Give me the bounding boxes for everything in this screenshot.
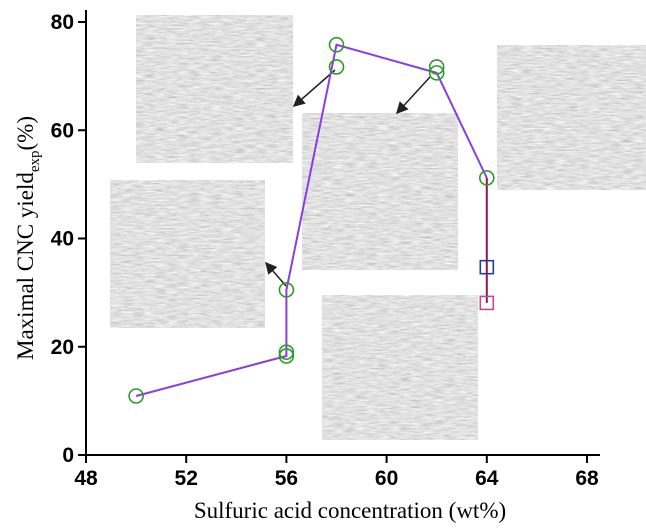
data-point	[278, 344, 295, 360]
y-axis-title: Maximal CNC yieldexp(%)	[13, 116, 43, 360]
data-line	[135, 43, 488, 397]
y-tick-label: 80	[51, 11, 74, 34]
micrograph	[497, 45, 646, 190]
x-tick-label: 60	[375, 467, 398, 490]
micrograph	[322, 295, 478, 440]
x-tick-label: 68	[575, 467, 599, 490]
micrograph	[136, 15, 293, 163]
data-point	[479, 295, 495, 311]
micrograph	[302, 113, 458, 270]
arrow	[395, 76, 431, 115]
data-point	[478, 170, 495, 186]
arrow	[292, 69, 336, 107]
micrograph	[110, 180, 265, 328]
arrows	[265, 69, 431, 287]
x-tick-label: 48	[74, 467, 98, 490]
micrographs	[110, 15, 646, 440]
data-point	[428, 65, 445, 81]
data-point	[278, 348, 295, 364]
data-point	[428, 59, 445, 75]
y-title-sub: exp	[27, 150, 43, 172]
y-tick-label: 0	[62, 444, 74, 467]
y-tick-label: 20	[51, 336, 74, 359]
x-axis-title: Sulfuric acid concentration (wt%)	[194, 498, 506, 523]
data-point	[328, 59, 345, 75]
arrow	[265, 261, 287, 287]
y-tick-label: 60	[51, 119, 74, 142]
data-point	[328, 36, 345, 53]
y-title-main: Maximal CNC yield	[13, 172, 38, 360]
y-tick-label: 40	[51, 228, 74, 251]
y-title-suffix: (%)	[13, 116, 38, 150]
data-point	[278, 282, 295, 298]
x-tick-label: 56	[275, 467, 298, 490]
x-tick-label: 52	[175, 467, 198, 490]
x-tick-label: 64	[475, 467, 499, 490]
data-point	[128, 388, 144, 404]
data-point	[479, 259, 495, 275]
